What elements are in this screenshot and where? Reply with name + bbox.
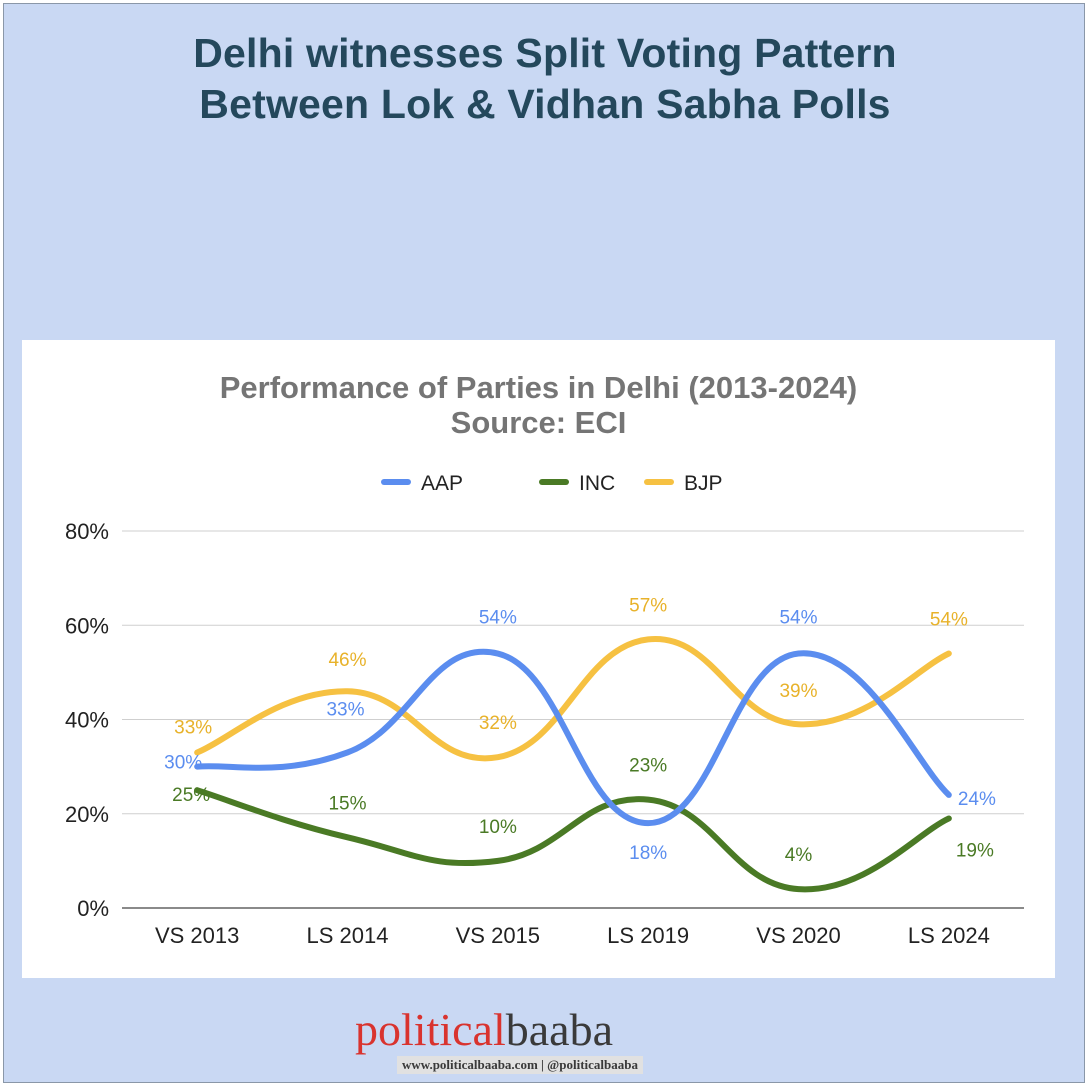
line-chart: 0% 20% 40% 60% 80% VS 2013 LS 2014 VS 2015 LS 20… <box>65 472 1024 948</box>
headline-line-2: Between Lok & Vidhan Sabha Polls <box>199 81 891 127</box>
y-tick-label: 20% <box>65 802 109 827</box>
y-tick-label: 0% <box>77 896 109 921</box>
brand-name: politicalbaaba <box>355 1005 613 1055</box>
y-tick-label: 60% <box>65 613 109 638</box>
x-tick-label: VS 2013 <box>155 923 239 948</box>
brand-name-part-1: political <box>355 1004 506 1055</box>
data-label: 25% <box>172 785 210 806</box>
x-tick-label: VS 2015 <box>456 923 540 948</box>
brand-logo: politicalbaaba www.politicalbaaba.com | … <box>355 1005 695 1081</box>
chart-card: Performance of Parties in Delhi (2013-20… <box>22 340 1055 978</box>
chart-title: Performance of Parties in Delhi (2013-20… <box>219 370 858 405</box>
data-label: 30% <box>164 753 202 774</box>
data-label: 19% <box>956 840 994 861</box>
x-tick-label: VS 2020 <box>756 923 840 948</box>
data-label: 10% <box>479 817 517 838</box>
data-label: 33% <box>174 717 212 738</box>
headline: Delhi witnesses Split Voting Pattern Bet… <box>4 28 1086 130</box>
brand-url: www.politicalbaaba.com | @politicalbaaba <box>397 1056 643 1074</box>
data-label: 46% <box>328 650 366 671</box>
data-label: 4% <box>785 845 813 866</box>
y-tick-label: 40% <box>65 708 109 733</box>
legend-label: INC <box>579 472 615 495</box>
data-label: 54% <box>479 608 517 629</box>
series-line-bjp <box>194 636 952 762</box>
data-label: 18% <box>629 843 667 864</box>
headline-line-1: Delhi witnesses Split Voting Pattern <box>193 30 897 76</box>
data-label: 24% <box>958 789 996 810</box>
brand-name-part-2: baaba <box>505 1004 614 1055</box>
data-label: 23% <box>629 756 667 777</box>
x-tick-label: LS 2019 <box>607 923 689 948</box>
y-tick-label: 80% <box>65 519 109 544</box>
data-label: 39% <box>779 681 817 702</box>
chart-subtitle: Source: ECI <box>450 405 627 440</box>
x-tick-label: LS 2014 <box>307 923 389 948</box>
data-label: 33% <box>326 699 364 720</box>
legend-label: BJP <box>684 472 723 495</box>
data-label: 54% <box>779 608 817 629</box>
x-tick-label: LS 2024 <box>908 923 990 948</box>
legend-label: AAP <box>421 472 463 495</box>
chart-title-block: Performance of Parties in Delhi (2013-20… <box>22 370 1055 440</box>
data-label: 54% <box>930 610 968 631</box>
series-line-inc <box>194 787 952 893</box>
data-label: 15% <box>328 793 366 814</box>
data-label: 32% <box>479 713 517 734</box>
data-label: 57% <box>629 595 667 616</box>
series-line-aap <box>194 648 952 827</box>
